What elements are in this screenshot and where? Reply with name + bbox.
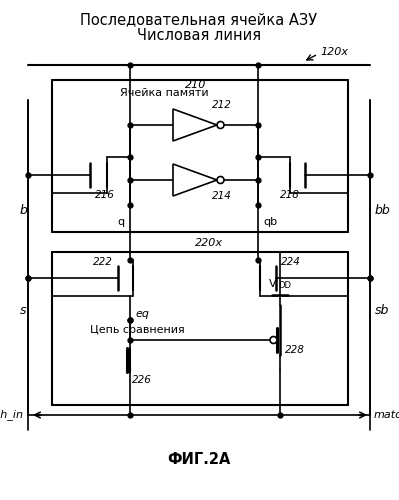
Text: match_in: match_in	[0, 410, 24, 420]
Text: Числовая линия: Числовая линия	[137, 28, 261, 44]
Text: eq: eq	[135, 309, 149, 319]
Text: Последовательная ячейка АЗУ: Последовательная ячейка АЗУ	[81, 12, 318, 28]
Text: 222: 222	[93, 257, 113, 267]
Text: Ячейка памяти: Ячейка памяти	[120, 88, 209, 98]
Text: ФИГ.2А: ФИГ.2А	[167, 452, 231, 468]
Text: q: q	[118, 217, 125, 227]
Text: 220x: 220x	[195, 238, 223, 248]
Text: 226: 226	[132, 375, 152, 385]
Text: b: b	[19, 204, 27, 216]
Text: DD: DD	[278, 281, 291, 290]
Text: Цепь сравнения: Цепь сравнения	[90, 325, 185, 335]
Text: 224: 224	[281, 257, 301, 267]
Circle shape	[217, 176, 224, 184]
Text: 216: 216	[95, 190, 115, 200]
Text: match_out: match_out	[374, 410, 399, 420]
Circle shape	[270, 336, 277, 344]
Polygon shape	[173, 109, 217, 141]
Text: qb: qb	[263, 217, 277, 227]
Text: 228: 228	[285, 345, 305, 355]
Text: 120x: 120x	[320, 47, 348, 57]
Circle shape	[217, 122, 224, 128]
Polygon shape	[173, 164, 217, 196]
Text: 210: 210	[185, 80, 206, 90]
Text: 218: 218	[280, 190, 300, 200]
Text: bb: bb	[375, 204, 391, 216]
Text: V: V	[269, 279, 277, 289]
Text: 214: 214	[212, 191, 232, 201]
Text: 212: 212	[212, 100, 232, 110]
Text: s: s	[20, 304, 26, 316]
Text: sb: sb	[375, 304, 389, 316]
